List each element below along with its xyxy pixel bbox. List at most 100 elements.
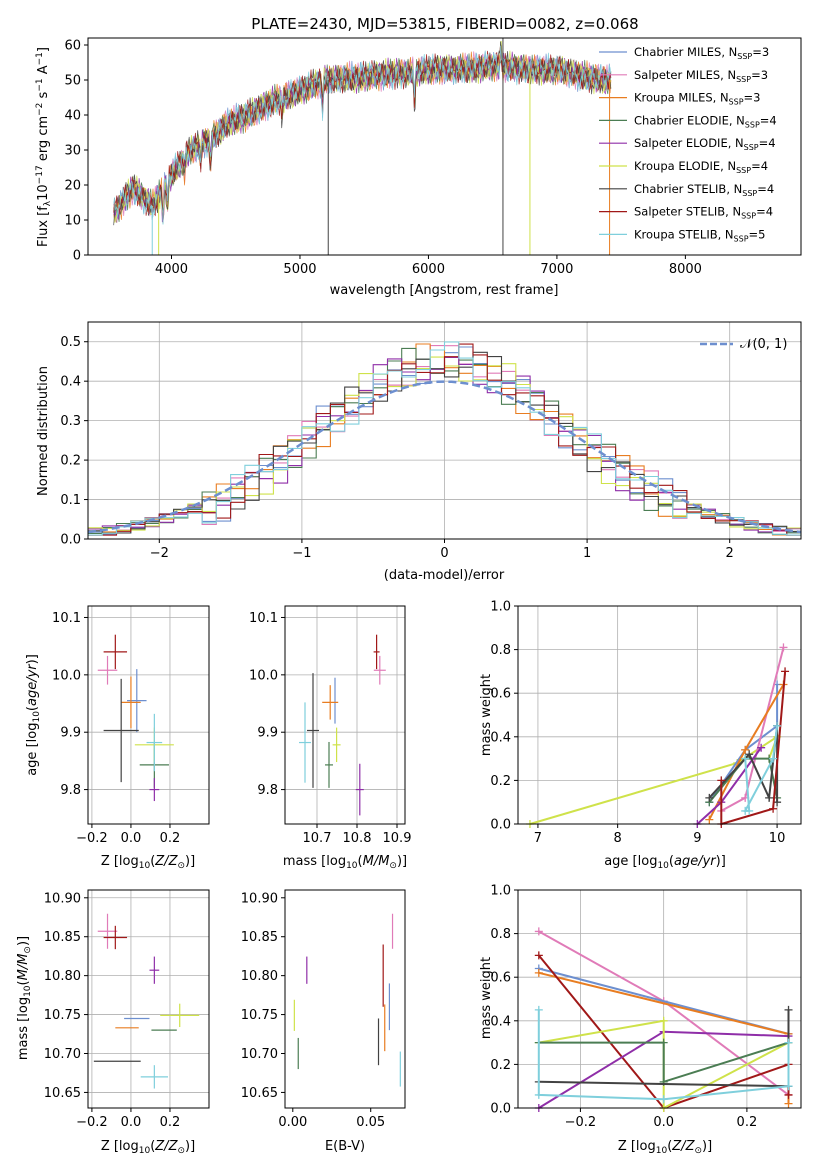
weight-marker-kroupa_miles [534,968,543,977]
weight-marker-kroupa_elodie [659,1016,668,1025]
residuals-ylabel: Normed distribution [36,366,51,496]
y-tick-label: 10.90 [44,891,81,906]
y-tick-label: 10.75 [241,1008,278,1023]
legend-label: Salpeter MILES, NSSP=3 [634,68,768,84]
axes-frame [284,605,406,825]
y-tick-label: 10.0 [52,668,81,683]
axes-frame [517,605,802,825]
weight-marker-kroupa_stelib [784,1082,793,1091]
y-tick-label: 0.8 [490,927,511,942]
z-age-ylabel: age [log10(age/yr)] [25,654,42,776]
y-tick-label: 10.0 [249,668,278,683]
y-tick-label: 9.8 [60,783,81,798]
axes-frame [87,605,210,825]
z-mass-ylabel: mass [log10(M/M⊙)] [16,936,33,1060]
axes-frame [284,889,406,1109]
x-tick-label: 7000 [540,262,573,277]
x-tick-label: 0.2 [160,1115,181,1130]
y-tick-label: 0 [73,249,81,264]
legend-label: Chabrier STELIB, NSSP=4 [634,182,774,198]
weight-marker-kroupa_stelib [534,1005,543,1014]
weight-marker-kroupa_stelib [741,754,750,763]
y-tick-label: 30 [64,144,81,159]
spectrum-xlabel: wavelength [Angstrom, rest frame] [330,283,559,298]
weight-line-salpeter_stelib [720,671,787,826]
x-tick-label: 4000 [155,262,188,277]
spectrum-panel: 4000 5000 6000 7000 8000 0 10 20 30 40 50 60 Chabrie… [64,37,802,277]
x-tick-label: 7 [534,831,542,846]
y-tick-label: 10.65 [44,1086,81,1101]
legend-label: Chabrier ELODIE, NSSP=4 [634,113,777,129]
x-tick-label: 0.00 [278,1115,307,1130]
age-weight-panel: 7 8 9 10 0.0 0.2 0.4 0.6 0.8 1.0 [490,600,802,846]
y-tick-label: 50 [64,74,81,89]
y-tick-label: 0.6 [490,687,511,702]
weight-line-chabrier_elodie [708,757,779,803]
weight-marker-kroupa_stelib [773,721,782,730]
x-tick-label: 0.0 [121,1115,142,1130]
weight-marker-salpeter_stelib [534,951,543,960]
weight-marker-salpeter_stelib [717,776,726,785]
y-tick-label: 10.80 [44,969,81,984]
y-tick-label: 0.6 [490,971,511,986]
y-tick-label: 0.0 [490,1102,511,1117]
gaussian-curve [87,380,802,534]
weight-marker-chabrier_stelib [765,793,774,802]
y-tick-label: 10.70 [241,1047,278,1062]
weight-marker-salpeter_stelib [784,1090,793,1099]
legend-label: Salpeter STELIB, NSSP=4 [634,205,773,221]
y-tick-label: 1.0 [490,600,511,615]
x-tick-label: 5000 [283,262,316,277]
x-tick-label: 0.2 [737,1115,758,1130]
y-tick-label: 0.2 [490,774,511,789]
weight-marker-chabrier_stelib [784,1005,793,1014]
weight-marker-salpeter_stelib [781,667,790,676]
y-tick-label: 0.4 [490,730,511,745]
weight-marker-kroupa_miles [741,745,750,754]
y-tick-label: 10.65 [241,1086,278,1101]
y-tick-label: 0.2 [60,454,81,469]
histogram-kroupa_stelib [88,341,801,536]
y-tick-label: 10.85 [44,930,81,945]
y-tick-label: 0.8 [490,643,511,658]
legend-label: Kroupa MILES, NSSP=3 [634,91,760,107]
y-tick-label: 60 [64,39,81,54]
age-weight-ylabel: mass weight [479,674,494,756]
y-tick-label: 9.9 [60,726,81,741]
age-weight-xlabel: age [log10(age/yr)] [604,854,726,871]
ebv-mass-panel: 0.00 0.05 10.65 10.70 10.75 10.80 10.85 10.90 [241,889,406,1130]
axes-frame [87,889,210,1109]
y-tick-label: 10.75 [44,1008,81,1023]
x-tick-label: 6000 [412,262,445,277]
x-tick-label: 8 [614,831,622,846]
mass-age-xlabel: mass [log10(M/M⊙)] [283,854,407,871]
y-tick-label: 0.0 [490,818,511,833]
y-tick-label: 20 [64,179,81,194]
x-tick-label: 10.7 [303,831,332,846]
weight-marker-salpeter_elodie [757,743,766,752]
x-tick-label: 0.2 [160,831,181,846]
y-tick-label: 10.85 [241,930,278,945]
legend-label: Chabrier MILES, NSSP=3 [634,45,769,61]
mass-age-panel: 10.7 10.8 10.9 9.8 9.9 10.0 10.1 [249,605,411,846]
axes-frame [87,37,802,256]
x-tick-label: −0.2 [76,1115,108,1130]
x-tick-label: 0 [440,546,448,561]
y-tick-label: 10.1 [249,611,278,626]
y-tick-label: 0.0 [60,533,81,548]
weight-marker-kroupa_stelib [741,806,750,815]
weight-marker-chabrier_elodie [659,1038,668,1047]
x-tick-label: 1 [583,546,591,561]
weight-marker-kroupa_stelib [784,1038,793,1047]
ebv-mass-xlabel: E(B-V) [325,1139,365,1154]
y-tick-label: 9.8 [257,783,278,798]
weight-marker-chabrier_stelib [705,793,714,802]
x-tick-label: 10 [769,831,786,846]
legend-label: Kroupa ELODIE, NSSP=4 [634,159,768,175]
residuals-panel: −2 −1 0 1 2 0.0 0.1 0.2 0.3 0.4 0.5 𝒩(0, 1) [60,321,802,561]
y-tick-label: 0.5 [60,335,81,350]
weight-marker-salpeter_miles [534,927,543,936]
y-tick-label: 0.4 [60,375,81,390]
z-weight-ylabel: mass weight [479,957,494,1039]
